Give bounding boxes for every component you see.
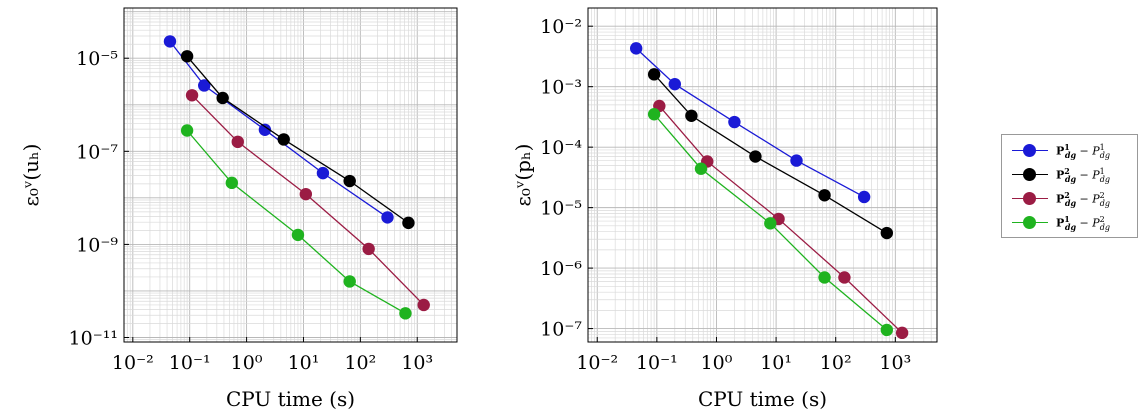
y-tick-label: 10⁻⁹ bbox=[76, 234, 118, 256]
x-tick-label: 10⁻¹ bbox=[169, 352, 211, 374]
series-4 bbox=[647, 108, 894, 337]
y-tick-label: 10⁻³ bbox=[540, 77, 582, 99]
data-point bbox=[180, 124, 194, 137]
grid bbox=[123, 8, 458, 343]
grid bbox=[587, 7, 938, 343]
data-point bbox=[790, 154, 803, 167]
data-point bbox=[647, 68, 661, 81]
y-tick-label: 10⁻⁷ bbox=[540, 319, 582, 341]
data-point bbox=[880, 323, 894, 337]
x-tick-label: 10³ bbox=[401, 352, 433, 374]
data-point bbox=[180, 50, 194, 63]
data-point bbox=[694, 162, 708, 175]
legend-label: P2dg − P1dg bbox=[1056, 166, 1111, 184]
legend-marker bbox=[1023, 192, 1036, 205]
data-point bbox=[402, 216, 415, 230]
x-tick-label: 10² bbox=[820, 352, 852, 374]
x-tick-label: 10¹ bbox=[288, 352, 320, 374]
series-1 bbox=[629, 42, 871, 204]
y-tick-label: 10⁻⁵ bbox=[540, 198, 582, 220]
legend-label: P1dg − P1dg bbox=[1056, 142, 1111, 160]
data-point bbox=[291, 228, 305, 242]
chart-2: 10⁻² 10⁻¹ 10⁰ 10¹ 10² 10³ 10⁻⁷ 10⁻⁶ 10⁻⁵ 10⁻⁴ 10⁻³… bbox=[511, 7, 938, 411]
x-axis-label: CPU time (s) bbox=[226, 387, 355, 411]
series-4 bbox=[180, 124, 412, 320]
data-point bbox=[857, 190, 871, 204]
data-point bbox=[417, 298, 430, 312]
data-point bbox=[185, 89, 199, 102]
legend-marker bbox=[1023, 168, 1036, 181]
x-tick-label: 10³ bbox=[879, 352, 911, 374]
data-point bbox=[647, 108, 661, 121]
data-point bbox=[277, 133, 290, 146]
legend-label: P1dg − P2dg bbox=[1056, 214, 1111, 232]
data-point bbox=[231, 135, 244, 149]
legend-label: P2dg − P2dg bbox=[1056, 190, 1111, 208]
x-tick-label: 10⁻² bbox=[576, 352, 618, 374]
y-tick-label: 10⁻⁶ bbox=[540, 258, 582, 280]
y-axis-label: ε₀ᵛ(pₕ) bbox=[511, 144, 535, 207]
data-point bbox=[362, 242, 375, 256]
x-tick-label: 10⁻² bbox=[112, 352, 154, 374]
data-point bbox=[225, 176, 239, 190]
y-tick-label: 10⁻⁵ bbox=[76, 48, 118, 70]
series-2 bbox=[647, 68, 894, 240]
data-point bbox=[764, 217, 777, 230]
series-2 bbox=[180, 50, 415, 230]
data-point bbox=[381, 211, 394, 224]
legend-item: P2dg − P1dg bbox=[1002, 163, 1137, 187]
x-tick-label: 10⁰ bbox=[701, 352, 733, 374]
legend: P1dg − P1dg P2dg − P1dg P2dg − P2dg P1dg − … bbox=[1001, 134, 1138, 238]
legend-item: P1dg − P2dg bbox=[1002, 211, 1137, 235]
data-point bbox=[838, 271, 851, 284]
data-point bbox=[343, 174, 356, 188]
data-point bbox=[818, 189, 831, 202]
x-tick-label: 10⁰ bbox=[231, 352, 263, 374]
data-point bbox=[668, 77, 682, 91]
data-point bbox=[163, 35, 177, 48]
x-tick-label: 10² bbox=[344, 352, 376, 374]
data-point bbox=[749, 150, 762, 163]
data-point bbox=[728, 115, 741, 129]
legend-item: P1dg − P1dg bbox=[1002, 139, 1137, 163]
data-point bbox=[685, 109, 698, 122]
x-axis-label: CPU time (s) bbox=[698, 387, 827, 411]
data-point bbox=[343, 275, 356, 288]
data-point bbox=[316, 166, 330, 180]
chart-1: 10⁻² 10⁻¹ 10⁰ 10¹ 10² 10³ 10⁻¹¹ 10⁻⁹ 10⁻⁷ 10⁻⁵ CPU… bbox=[19, 7, 458, 411]
data-point bbox=[895, 326, 909, 340]
x-tick-label: 10⁻¹ bbox=[636, 352, 678, 374]
series-3 bbox=[653, 99, 909, 340]
series-3 bbox=[185, 89, 430, 312]
legend-marker bbox=[1023, 216, 1036, 229]
series-1 bbox=[163, 35, 394, 224]
plot-frame bbox=[587, 7, 938, 343]
plot-frame bbox=[123, 7, 458, 343]
data-point bbox=[299, 187, 313, 201]
y-tick-label: 10⁻⁷ bbox=[76, 141, 118, 163]
legend-item: P2dg − P2dg bbox=[1002, 187, 1137, 211]
data-point bbox=[198, 79, 211, 92]
data-point bbox=[629, 42, 643, 55]
y-tick-label: 10⁻¹¹ bbox=[69, 327, 118, 349]
x-tick-label: 10¹ bbox=[760, 352, 792, 374]
data-point bbox=[880, 226, 894, 240]
y-axis-label: ε₀ᵛ(uₕ) bbox=[19, 144, 43, 207]
data-point bbox=[818, 271, 831, 284]
legend-marker bbox=[1023, 144, 1036, 157]
y-tick-label: 10⁻² bbox=[540, 16, 582, 38]
data-point bbox=[216, 91, 229, 105]
data-point bbox=[399, 307, 412, 320]
y-tick-label: 10⁻⁴ bbox=[540, 137, 582, 159]
data-point bbox=[258, 123, 272, 136]
